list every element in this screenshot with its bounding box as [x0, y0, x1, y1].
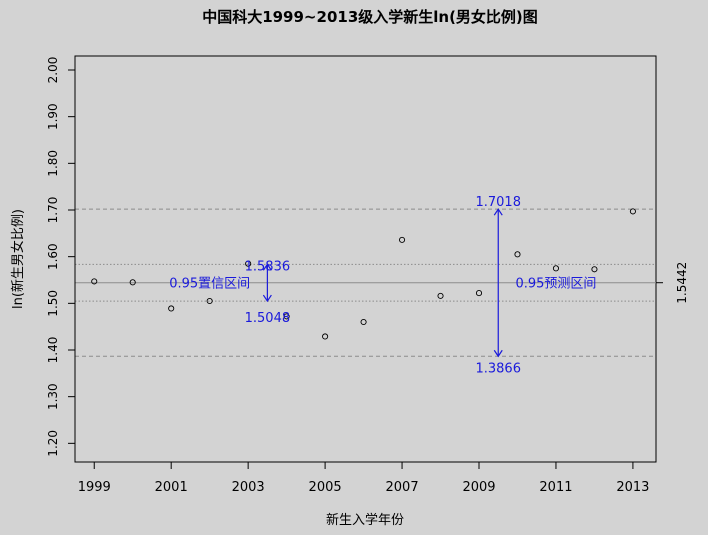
data-point — [129, 279, 136, 286]
x-axis-label: 新生入学年份 — [326, 512, 404, 528]
x-tick-label: 2005 — [309, 480, 342, 495]
data-point — [360, 318, 367, 326]
y-axis-label: ln(新生男女比例) — [10, 209, 26, 309]
data-point — [168, 305, 175, 312]
data-points — [91, 208, 636, 340]
y-tick-label: 1.30 — [46, 383, 60, 410]
x-tick-label: 1999 — [78, 480, 111, 495]
prediction-interval-label: 0.95预测区间 — [515, 277, 596, 292]
x-axis: 1999 2001 2003 2005 2007 2009 2011 2013 — [78, 461, 649, 495]
confidence-lower-label: 1.5048 — [245, 311, 291, 326]
prediction-lower-label: 1.3866 — [475, 361, 521, 376]
x-tick-label: 2009 — [462, 480, 495, 495]
plot-frame — [74, 55, 657, 463]
data-point — [245, 260, 252, 267]
prediction-arrow-head-down — [493, 349, 503, 358]
y-tick-label: 1.90 — [46, 103, 60, 130]
interval-arrows: 1.5836 1.5048 0.95置信区间 1.7018 1.3866 0.95预测区间 — [169, 195, 596, 376]
confidence-arrow-head-up — [262, 263, 272, 271]
y-tick-label: 1.70 — [46, 197, 60, 224]
data-point — [437, 292, 444, 299]
x-tick-label: 2001 — [155, 480, 188, 495]
x-tick-label: 2007 — [386, 480, 419, 495]
y-tick-label: 1.60 — [46, 243, 60, 270]
data-point — [514, 251, 521, 258]
data-point — [206, 297, 213, 305]
x-tick-label: 2011 — [539, 480, 572, 495]
x-tick-label: 2003 — [232, 480, 265, 495]
confidence-interval-label: 0.95置信区间 — [169, 277, 250, 292]
x-tick-label: 2013 — [616, 480, 649, 495]
mean-value-label: 1.5442 — [675, 262, 689, 304]
interval-guides: 1.5442 — [75, 208, 689, 357]
confidence-arrow-head-down — [262, 294, 272, 303]
y-tick-label: 1.50 — [46, 290, 60, 317]
data-point — [591, 266, 598, 273]
data-point — [475, 290, 483, 297]
data-point — [399, 236, 406, 243]
prediction-upper-label: 1.7018 — [475, 195, 521, 210]
confidence-upper-label: 1.5836 — [245, 259, 291, 274]
y-axis: 1.20 1.30 1.40 1.50 1.60 1.70 1.80 1.90 2.00 — [46, 57, 76, 457]
prediction-arrow-head-up — [493, 208, 503, 216]
chart-title: 中国科大1999~2013级入学新生ln(男女比例)图 — [202, 8, 538, 26]
data-point — [283, 313, 290, 320]
data-point — [91, 278, 98, 285]
y-tick-label: 1.40 — [46, 337, 60, 364]
data-point — [322, 333, 329, 340]
y-tick-label: 1.80 — [46, 150, 60, 177]
data-point — [629, 208, 636, 215]
y-tick-label: 1.20 — [46, 430, 60, 457]
data-point — [552, 265, 560, 272]
y-tick-label: 2.00 — [46, 57, 60, 84]
